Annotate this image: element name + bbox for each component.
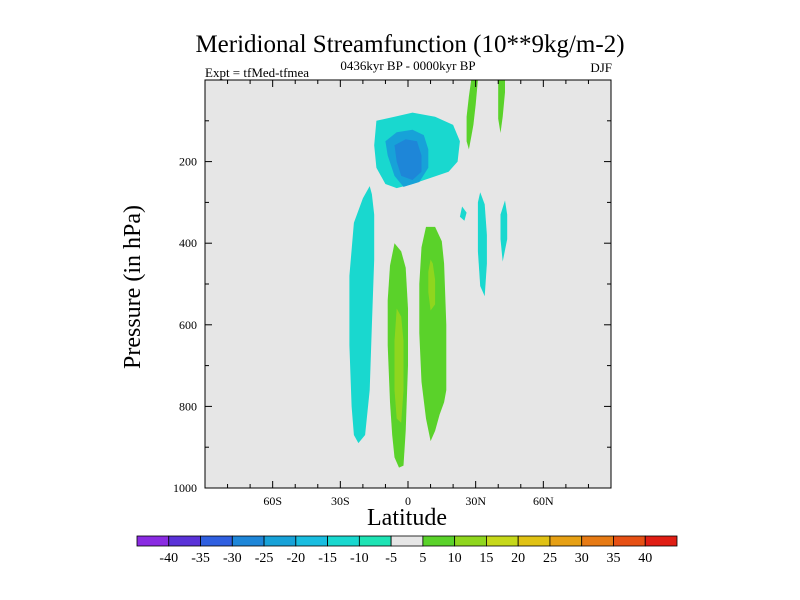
x-tick-label: 30N (465, 494, 486, 508)
colorbar-box (263, 535, 297, 547)
colorbar-label: -25 (255, 551, 274, 566)
contour-region-8 (394, 308, 404, 423)
colorbar-label: -40 (159, 551, 178, 566)
colorbar-label: -10 (350, 551, 369, 566)
colorbar-label: 35 (606, 551, 620, 566)
experiment-label: Expt = tfMed-tfmea (205, 65, 309, 80)
colorbar-label: -5 (385, 551, 397, 566)
contour-region-3 (349, 186, 375, 444)
colorbar-box (231, 535, 265, 547)
colorbar-box (136, 535, 170, 547)
colorbar-box (295, 535, 328, 547)
x-axis-title: Latitude (367, 505, 447, 531)
x-tick-label: 0 (405, 494, 411, 508)
y-tick-label: 200 (179, 155, 197, 169)
colorbar-box (358, 535, 392, 547)
colorbar-box (390, 535, 424, 547)
contour-region-4 (477, 192, 487, 297)
colorbar-label: 20 (511, 551, 525, 566)
season-label: DJF (590, 60, 612, 75)
colorbar-box (454, 535, 487, 547)
colorbar-box (486, 535, 519, 547)
contour-region-9 (419, 226, 447, 442)
y-tick-label: 600 (179, 318, 197, 332)
colorbar-label: 30 (575, 551, 589, 566)
contour-region-12 (498, 80, 505, 133)
chart-title: Meridional Streamfunction (10**9kg/m-2) (195, 31, 624, 58)
contour-region-5 (459, 206, 467, 221)
y-tick-label: 800 (179, 399, 197, 413)
colorbar-box (422, 535, 456, 547)
colorbar-box (200, 535, 233, 547)
period-label: 0436kyr BP - 0000kyr BP (340, 58, 475, 73)
x-tick-label: 30S (331, 494, 350, 508)
contour-region-6 (500, 200, 508, 262)
colorbar-box (549, 535, 583, 547)
y-axis-title: Pressure (in hPa) (120, 205, 146, 369)
colorbar-box (168, 535, 201, 547)
y-tick-label: 1000 (173, 481, 197, 495)
colorbar-label: 5 (419, 551, 426, 566)
colorbar-label: 15 (479, 551, 493, 566)
contour-region-11 (466, 80, 478, 150)
colorbar-label: -35 (191, 551, 210, 566)
colorbar-box (644, 535, 678, 547)
contour-regions (349, 80, 508, 468)
x-tick-label: 60S (263, 494, 282, 508)
colorbar-label: -30 (223, 551, 242, 566)
colorbar-label: 40 (638, 551, 652, 566)
colorbar-box (517, 535, 551, 547)
colorbar-label: 25 (543, 551, 557, 566)
axis-ticks: 60S 30S 0 30N 60N 200 400 600 800 1000 (173, 80, 611, 508)
colorbar: -40 -35 -30 -25 -20 -15 -10 -5 5 10 15 20 25 30 35 40 (136, 535, 678, 566)
y-tick-label: 400 (179, 236, 197, 250)
colorbar-label: -15 (318, 551, 337, 566)
colorbar-label: 10 (448, 551, 462, 566)
x-tick-label: 60N (533, 494, 554, 508)
colorbar-box (581, 535, 614, 547)
colorbar-label: -20 (286, 551, 305, 566)
colorbar-box (613, 535, 646, 547)
colorbar-box (327, 535, 360, 547)
contour-region-10 (428, 259, 436, 311)
contour-region-2 (394, 139, 422, 180)
